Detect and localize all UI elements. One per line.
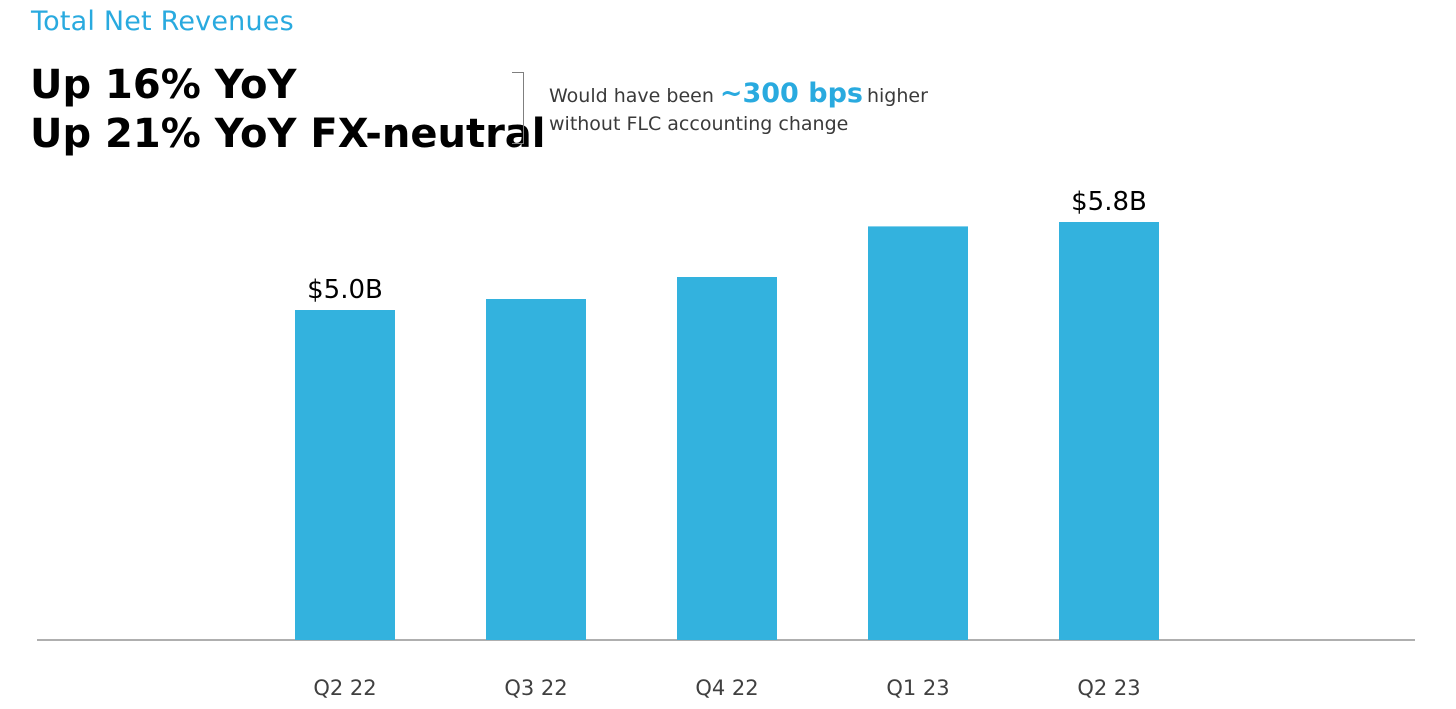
- fx-note: Would have been ~300 bps higher without FL…: [549, 80, 928, 138]
- headline-yoy: Up 16% YoY: [30, 62, 297, 108]
- bar-q4-22: [677, 277, 777, 640]
- bracket: [512, 72, 524, 144]
- fx-note-line2: without FLC accounting change: [549, 113, 849, 135]
- x-tick-label: Q3 22: [504, 676, 567, 700]
- fx-note-suffix: higher: [866, 85, 928, 107]
- x-tick-label: Q2 22: [313, 676, 376, 700]
- data-label-q2-23: $5.8B: [1071, 187, 1147, 217]
- x-tick-label: Q1 23: [886, 676, 949, 700]
- fx-note-prefix: Would have been: [549, 85, 714, 107]
- headline-fx-neutral: Up 21% YoY FX-neutral: [30, 111, 546, 157]
- fx-note-line1: Would have been ~300 bps higher: [549, 80, 928, 110]
- fx-note-highlight: ~300 bps: [719, 78, 863, 109]
- x-tick-label: Q2 23: [1077, 676, 1140, 700]
- data-label-q2-22: $5.0B: [307, 275, 383, 305]
- bar-q2-22: [295, 310, 395, 640]
- bar-q1-23: [868, 226, 968, 640]
- bar-q3-22: [486, 299, 586, 640]
- chart-title: Total Net Revenues: [31, 6, 294, 37]
- x-tick-label: Q4 22: [695, 676, 758, 700]
- bar-q2-23: [1059, 222, 1159, 640]
